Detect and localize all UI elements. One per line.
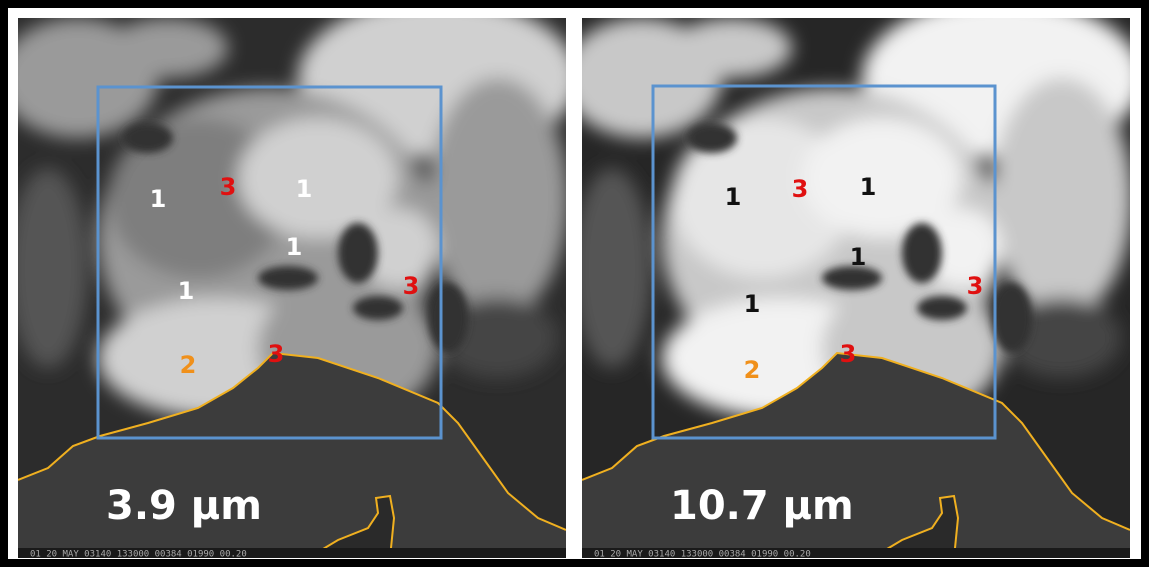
gap (687, 123, 737, 153)
gap (258, 266, 318, 290)
image-footer: 01 20 MAY 03140 133000 00384 01990 00.20 (594, 550, 811, 560)
cloud (238, 118, 398, 238)
coastline (18, 351, 566, 531)
land (18, 353, 566, 558)
cloud (358, 208, 438, 288)
gap (123, 123, 173, 153)
gap (338, 223, 378, 283)
region-label: 1 (725, 183, 742, 211)
region-label: 3 (792, 175, 809, 203)
region-label: 3 (840, 340, 857, 368)
cloud (992, 78, 1130, 318)
region-label: 1 (296, 175, 313, 203)
region-label: 1 (178, 277, 195, 305)
region-label: 1 (860, 173, 877, 201)
gap (902, 223, 942, 283)
region-label: 1 (744, 290, 761, 318)
cloud (922, 208, 1002, 288)
wavelength-caption: 3.9 μm (106, 483, 262, 529)
image-footer: 01 20 MAY 03140 133000 00384 01990 00.20 (30, 550, 247, 560)
region-label: 3 (268, 340, 285, 368)
wavelength-caption: 10.7 μm (670, 483, 854, 529)
satellite-panel: 1 3 1 1 3 1 2 3 3.9 μm 01 20 MAY 03140 133000 003… (18, 18, 566, 560)
gap (822, 266, 882, 290)
cloud (672, 18, 792, 78)
footer-strip (18, 548, 566, 558)
region-box (96, 85, 443, 440)
region-label: 2 (180, 351, 197, 379)
dark-gaps (687, 123, 1032, 353)
region-label: 3 (403, 272, 420, 300)
cloud (18, 168, 88, 368)
dark-gaps (123, 123, 468, 353)
region-label: 1 (150, 185, 167, 213)
coastline (871, 494, 960, 558)
gap (353, 296, 403, 320)
region-box (651, 84, 997, 440)
land (582, 353, 1130, 558)
coastline (307, 494, 396, 558)
footer-strip (582, 548, 1130, 558)
cloud (108, 18, 228, 78)
gap (917, 296, 967, 320)
cloud (428, 78, 566, 318)
region-label: 3 (967, 272, 984, 300)
region-label: 2 (744, 356, 761, 384)
gap (428, 283, 468, 353)
region-label: 3 (220, 173, 237, 201)
region-label: 1 (850, 243, 867, 271)
gap (992, 283, 1032, 353)
clouds (18, 18, 566, 418)
region-label: 1 (286, 233, 303, 261)
cloud (582, 168, 652, 368)
satellite-panel: 1 3 1 1 3 1 2 3 10.7 μm 01 20 MAY 03140 133000 00… (582, 18, 1130, 560)
cloud (802, 118, 962, 238)
